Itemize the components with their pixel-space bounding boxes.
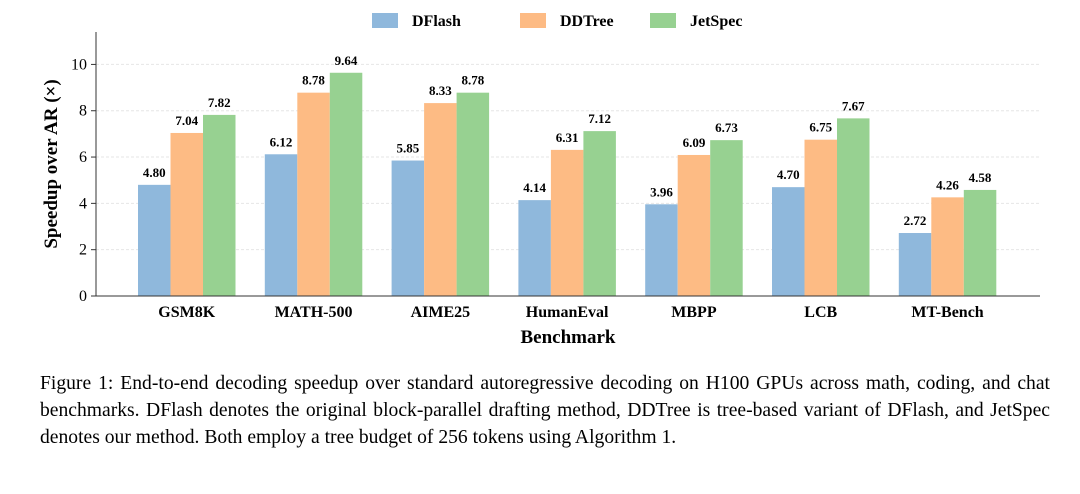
x-tick-label: LCB (804, 304, 837, 321)
bar-dflash-mbpp (645, 204, 678, 296)
y-tick-label: 10 (71, 56, 87, 73)
bar-dflash-mt-bench (898, 233, 932, 296)
bar-jetspec-math-500 (329, 72, 363, 296)
data-label: 4.80 (143, 165, 166, 180)
bar-jetspec-mt-bench (963, 189, 997, 296)
x-tick-label: HumanEval (526, 304, 609, 321)
data-label: 4.26 (936, 177, 959, 192)
speedup-bar-chart: DFlash DDTree JetSpec 4.80 7.04 7.82 6.12 8.78… (41, 13, 1040, 348)
bar-jetspec-mbpp (710, 140, 743, 296)
legend-label: DFlash (412, 13, 461, 30)
data-label: 6.73 (715, 120, 738, 135)
bar-ddtree-aime25 (424, 103, 457, 297)
data-label: 5.85 (396, 141, 419, 156)
data-label: 4.70 (777, 167, 800, 182)
bar-dflash-humaneval (518, 200, 551, 296)
data-label: 7.82 (208, 95, 231, 110)
bar-dflash-aime25 (391, 160, 425, 296)
chart-axes: 0 2 4 6 8 10 GSM8K MATH-500 AIME25 HumanEval MBPP L… (71, 32, 1040, 321)
bar-dflash-math-500 (264, 154, 298, 296)
data-label: 7.67 (842, 98, 865, 113)
bar-ddtree-mbpp (677, 154, 711, 296)
data-label: 6.75 (809, 120, 832, 135)
data-label: 7.12 (588, 111, 611, 126)
y-tick-label: 0 (79, 288, 87, 305)
bar-ddtree-gsm8k (170, 132, 203, 296)
data-label: 4.58 (969, 170, 992, 185)
x-tick-label: MATH-500 (275, 304, 353, 321)
chart-legend: DFlash DDTree JetSpec (372, 13, 742, 30)
data-label: 6.09 (683, 135, 706, 150)
legend-label: DDTree (560, 13, 614, 30)
legend-label: JetSpec (690, 13, 742, 30)
data-label: 2.72 (904, 213, 927, 228)
figure-caption: Figure 1: End-to-end decoding speedup ov… (40, 373, 1050, 448)
data-label: 3.96 (650, 184, 673, 199)
bar-dflash-lcb (772, 187, 805, 296)
data-label: 6.12 (270, 134, 293, 149)
y-tick-label: 2 (79, 242, 87, 259)
data-label: 7.04 (175, 113, 198, 128)
bar-ddtree-mt-bench (931, 197, 964, 296)
legend-swatch-jetspec (650, 13, 676, 28)
x-axis-title: Benchmark (521, 327, 616, 348)
legend-swatch-dflash (372, 13, 398, 28)
x-tick-label: MT-Bench (911, 304, 983, 321)
x-tick-label: AIME25 (411, 304, 471, 321)
bar-ddtree-math-500 (297, 92, 330, 297)
x-tick-label: GSM8K (158, 304, 215, 321)
y-axis-title: Speedup over AR (×) (41, 79, 62, 248)
bar-jetspec-gsm8k (203, 114, 236, 296)
y-tick-label: 6 (79, 149, 87, 166)
data-label: 6.31 (556, 130, 579, 145)
y-tick-label: 8 (79, 103, 87, 120)
data-label: 9.64 (335, 53, 358, 68)
x-tick-label: MBPP (671, 304, 717, 321)
bar-jetspec-lcb (837, 118, 870, 297)
bar-jetspec-aime25 (456, 92, 490, 297)
bar-ddtree-humaneval (550, 149, 584, 296)
data-label: 8.78 (461, 73, 484, 88)
bar-jetspec-humaneval (583, 131, 616, 296)
data-label: 8.78 (302, 73, 325, 88)
data-label: 8.33 (429, 83, 452, 98)
bar-series-group: 4.80 7.04 7.82 6.12 8.78 9.64 5.85 8.33 8.78 4.14… (138, 53, 997, 297)
bar-ddtree-lcb (804, 139, 837, 296)
legend-swatch-ddtree (520, 13, 546, 28)
y-tick-label: 4 (79, 195, 87, 212)
data-label: 4.14 (523, 180, 546, 195)
bar-dflash-gsm8k (138, 184, 171, 296)
